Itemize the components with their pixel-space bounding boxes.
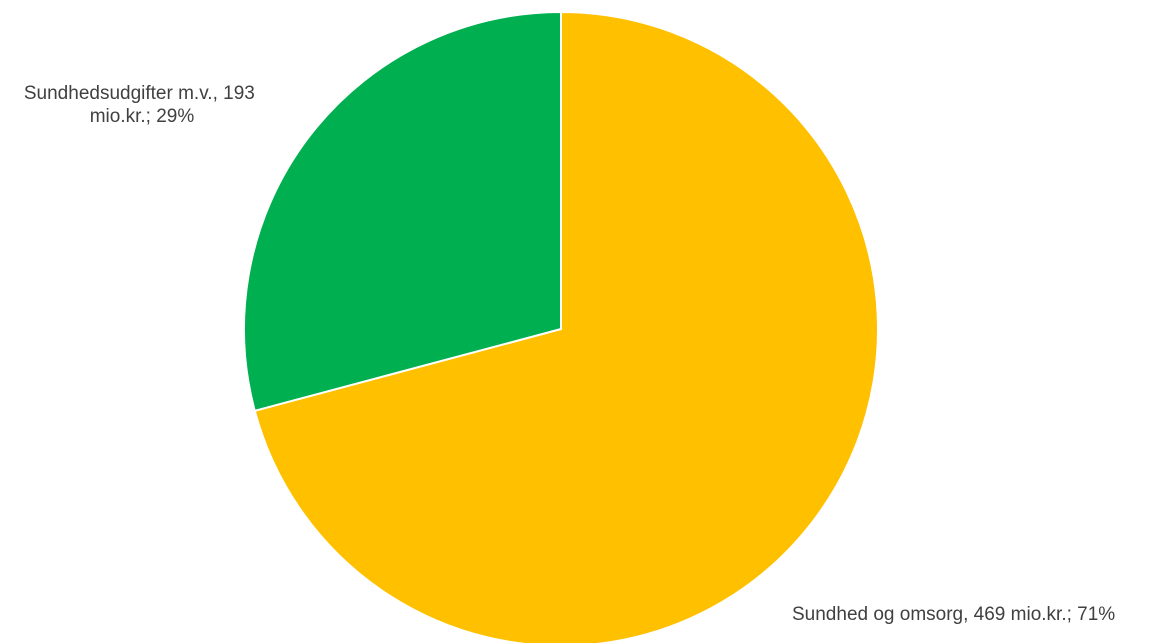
slice-label-line: Sundhed og omsorg, 469 mio.kr.; 71% xyxy=(792,604,1115,625)
slice-label-line: mio.kr.; 29% xyxy=(90,106,195,127)
pie-slices xyxy=(243,11,879,643)
pie-slice-sundhedsudgifter-m-v xyxy=(243,11,562,412)
slice-label-sundhed-og-omsorg: Sundhed og omsorg, 469 mio.kr.; 71% xyxy=(792,604,1115,625)
slice-label-sundhedsudgifter: Sundhedsudgifter m.v., 193 mio.kr.; 29% xyxy=(24,83,260,127)
slice-labels: Sundhed og omsorg, 469 mio.kr.; 71% Sund… xyxy=(24,83,1115,625)
pie-slice-sundhed-og-omsorg xyxy=(253,11,879,643)
slice-label-line: Sundhedsudgifter m.v., 193 xyxy=(24,83,255,104)
